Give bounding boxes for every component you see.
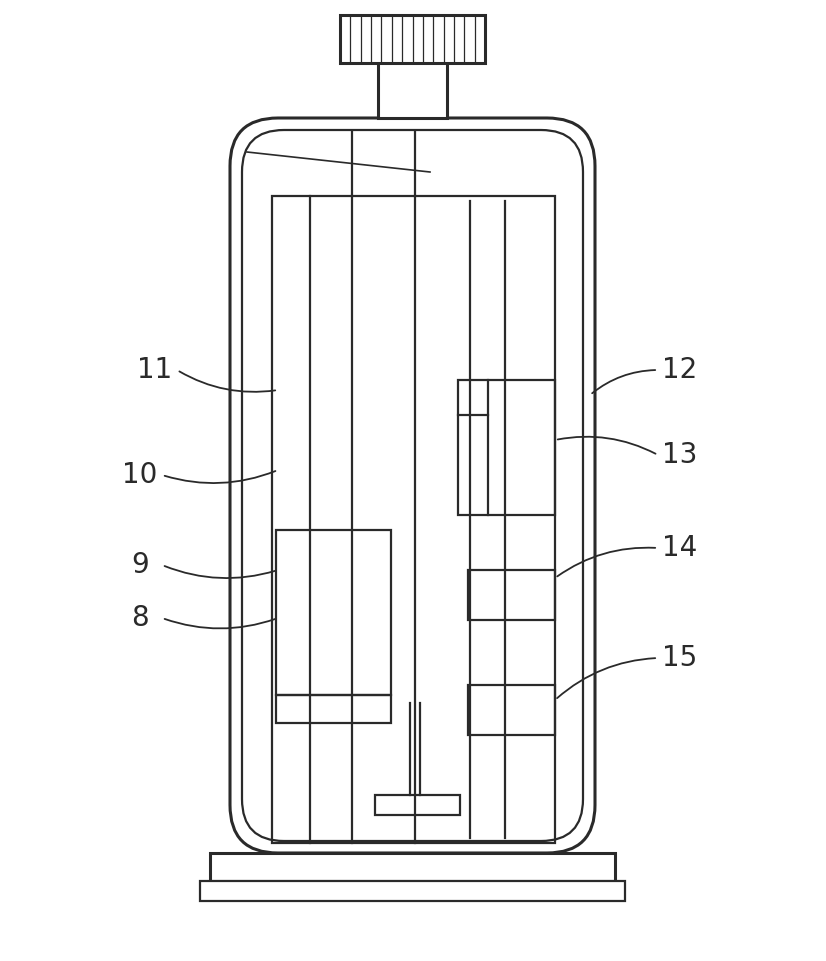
Bar xyxy=(375,795,460,815)
Bar xyxy=(340,15,485,63)
FancyBboxPatch shape xyxy=(230,118,595,853)
Text: 8: 8 xyxy=(131,604,149,632)
Text: 11: 11 xyxy=(137,356,173,384)
Bar xyxy=(200,881,625,901)
Text: 13: 13 xyxy=(662,441,698,469)
Bar xyxy=(210,853,615,881)
Bar xyxy=(458,380,555,515)
Bar xyxy=(272,196,555,843)
Bar xyxy=(378,60,447,118)
Bar xyxy=(468,685,555,735)
Text: 12: 12 xyxy=(662,356,698,384)
Bar xyxy=(276,695,391,723)
Bar xyxy=(276,530,391,695)
Text: 10: 10 xyxy=(122,461,158,489)
Text: 15: 15 xyxy=(662,644,698,672)
Text: 14: 14 xyxy=(662,534,698,562)
Bar xyxy=(468,570,555,620)
Text: 9: 9 xyxy=(131,551,149,579)
